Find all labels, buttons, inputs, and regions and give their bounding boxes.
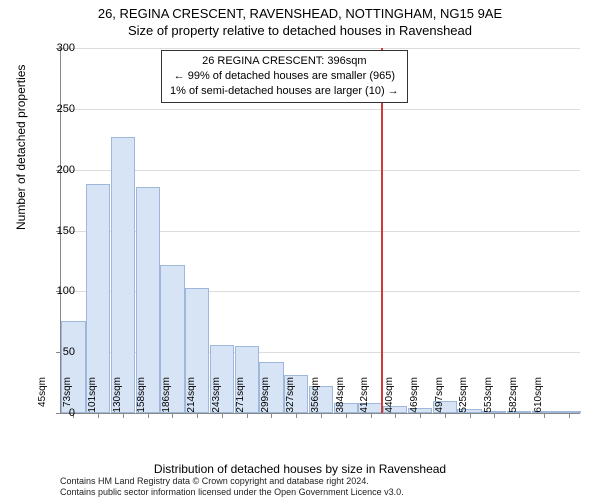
xtick-mark <box>321 413 322 418</box>
marker-line <box>381 48 383 413</box>
xtick-label: 271sqm <box>235 377 246 417</box>
xtick-label: 158sqm <box>136 377 147 417</box>
ytick-label: 0 <box>25 407 75 419</box>
ytick-label: 250 <box>25 103 75 115</box>
xtick-label: 582sqm <box>508 377 519 417</box>
xtick-label: 412sqm <box>359 377 370 417</box>
ytick-label: 150 <box>25 225 75 237</box>
gridline <box>61 48 580 49</box>
xtick-mark <box>569 413 570 418</box>
ytick-label: 200 <box>25 164 75 176</box>
xtick-label: 356sqm <box>310 377 321 417</box>
xtick-mark <box>222 413 223 418</box>
xtick-mark <box>148 413 149 418</box>
xtick-mark <box>395 413 396 418</box>
y-axis-label: Number of detached properties <box>14 65 28 230</box>
xtick-label: 243sqm <box>211 377 222 417</box>
xtick-label: 384sqm <box>335 377 346 417</box>
xtick-label: 553sqm <box>483 377 494 417</box>
xtick-mark <box>98 413 99 418</box>
ytick-label: 100 <box>25 285 75 297</box>
xtick-mark <box>123 413 124 418</box>
gridline <box>61 170 580 171</box>
x-axis-label: Distribution of detached houses by size … <box>0 462 600 476</box>
xtick-label: 299sqm <box>260 377 271 417</box>
chart-container: 26, REGINA CRESCENT, RAVENSHEAD, NOTTING… <box>0 0 600 500</box>
xtick-label: 497sqm <box>434 377 445 417</box>
annotation-box: 26 REGINA CRESCENT: 396sqm← 99% of detac… <box>161 50 408 103</box>
xtick-label: 610sqm <box>533 377 544 417</box>
footer: Contains HM Land Registry data © Crown c… <box>60 476 404 498</box>
xtick-mark <box>371 413 372 418</box>
chart-subtitle: Size of property relative to detached ho… <box>0 21 600 38</box>
histogram-bar <box>111 137 135 413</box>
ytick-label: 300 <box>25 42 75 54</box>
plot-area: 45sqm73sqm101sqm130sqm158sqm186sqm214sqm… <box>60 48 580 414</box>
xtick-mark <box>296 413 297 418</box>
annotation-line: 1% of semi-detached houses are larger (1… <box>170 84 399 99</box>
xtick-mark <box>172 413 173 418</box>
xtick-label: 525sqm <box>458 377 469 417</box>
xtick-mark <box>519 413 520 418</box>
annotation-line: ← 99% of detached houses are smaller (96… <box>170 69 399 84</box>
xtick-label: 130sqm <box>112 377 123 417</box>
annotation-line: 26 REGINA CRESCENT: 396sqm <box>170 54 399 69</box>
xtick-mark <box>494 413 495 418</box>
xtick-mark <box>420 413 421 418</box>
xtick-label: 469sqm <box>409 377 420 417</box>
xtick-label: 440sqm <box>384 377 395 417</box>
xtick-mark <box>470 413 471 418</box>
xtick-label: 101sqm <box>87 377 98 417</box>
xtick-mark <box>271 413 272 418</box>
xtick-mark <box>197 413 198 418</box>
xtick-label: 327sqm <box>285 377 296 417</box>
ytick-label: 50 <box>25 346 75 358</box>
footer-line1: Contains HM Land Registry data © Crown c… <box>60 476 404 487</box>
footer-line2: Contains public sector information licen… <box>60 487 404 498</box>
chart-title-address: 26, REGINA CRESCENT, RAVENSHEAD, NOTTING… <box>0 0 600 21</box>
xtick-label: 214sqm <box>186 377 197 417</box>
gridline <box>61 109 580 110</box>
xtick-label: 186sqm <box>161 377 172 417</box>
xtick-mark <box>247 413 248 418</box>
